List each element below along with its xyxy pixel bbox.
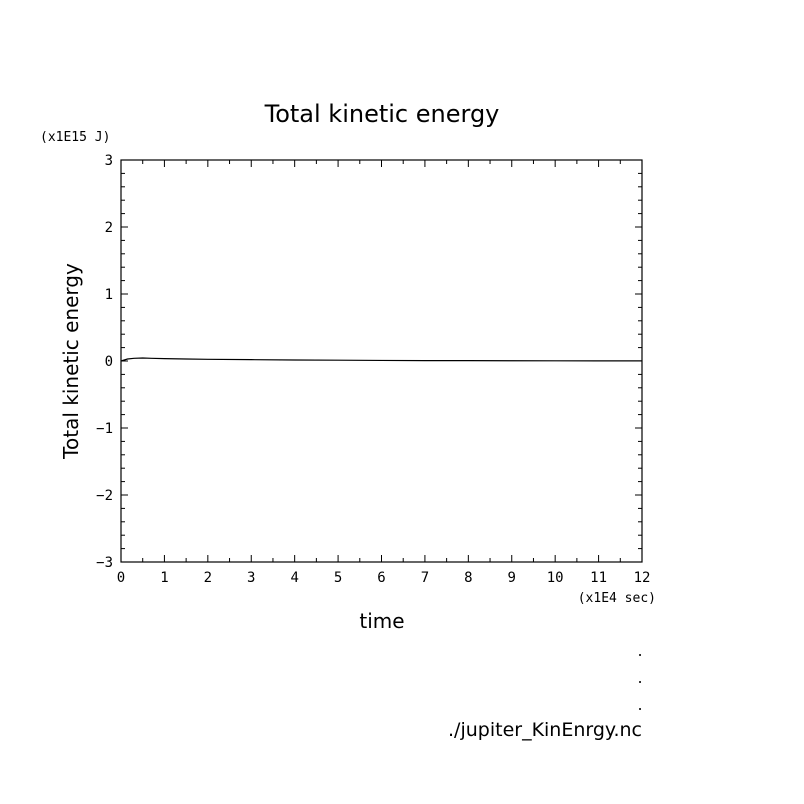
x-tick-label: 9 (508, 570, 516, 586)
y-tick-label: 1 (105, 287, 113, 303)
series-line (120, 357, 642, 362)
x-tick-label: 0 (117, 570, 125, 586)
x-tick-label: 4 (290, 570, 298, 586)
y-tick-label: −3 (96, 555, 113, 571)
footer-dot: . (636, 699, 644, 714)
x-tick-label: 1 (160, 570, 168, 586)
x-axis-label: time (359, 609, 404, 633)
y-tick-label: −2 (96, 488, 113, 504)
tick-marks (120, 159, 643, 563)
x-tick-label: 6 (377, 570, 385, 586)
footer-dot: . (636, 672, 644, 687)
y-tick-label: 2 (105, 220, 113, 236)
x-tick-label: 12 (634, 570, 651, 586)
x-tick-labels: 0 1 2 3 4 5 6 7 8 9 10 11 12 (117, 570, 651, 586)
x-unit-label: (x1E4 sec) (578, 591, 656, 606)
x-tick-label: 5 (334, 570, 342, 586)
x-tick-label: 11 (590, 570, 607, 586)
x-tick-label: 3 (247, 570, 255, 586)
x-tick-label: 10 (547, 570, 564, 586)
y-axis-label: Total kinetic energy (59, 263, 83, 460)
footer-filename: ./jupiter_KinEnrgy.nc (448, 719, 642, 741)
y-tick-label: 3 (105, 153, 113, 169)
x-tick-label: 7 (421, 570, 429, 586)
y-tick-label: 0 (105, 354, 113, 370)
x-tick-label: 2 (204, 570, 212, 586)
y-unit-label: (x1E15 J) (40, 130, 110, 145)
chart-title: Total kinetic energy (264, 100, 500, 128)
footer-dot: . (636, 645, 644, 660)
x-tick-label: 8 (464, 570, 472, 586)
y-tick-labels: −3 −2 −1 0 1 2 3 (96, 153, 113, 571)
y-tick-label: −1 (96, 421, 113, 437)
